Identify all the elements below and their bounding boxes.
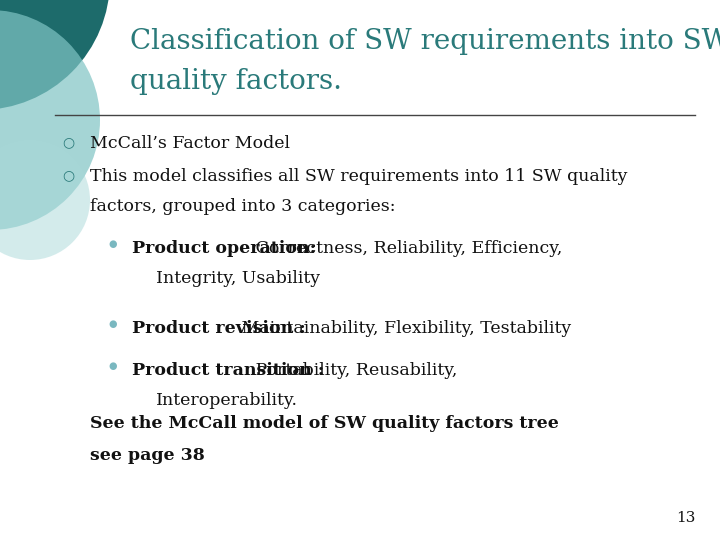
Text: Product operation:: Product operation:	[132, 240, 316, 257]
Text: see page 38: see page 38	[90, 447, 204, 464]
Text: Classification of SW requirements into SW: Classification of SW requirements into S…	[130, 28, 720, 55]
Text: factors, grouped into 3 categories:: factors, grouped into 3 categories:	[90, 198, 395, 215]
Circle shape	[0, 10, 100, 230]
Text: Portability, Reusability,: Portability, Reusability,	[250, 362, 457, 379]
Text: Integrity, Usability: Integrity, Usability	[156, 270, 320, 287]
Text: ●: ●	[108, 240, 117, 249]
Text: quality factors.: quality factors.	[130, 68, 342, 95]
Text: Interoperability.: Interoperability.	[156, 392, 298, 409]
Circle shape	[0, 0, 110, 110]
Text: ●: ●	[108, 320, 117, 329]
Text: Maintainability, Flexibility, Testability: Maintainability, Flexibility, Testabilit…	[236, 320, 571, 337]
Text: Product transition :: Product transition :	[132, 362, 324, 379]
Text: Product revision :: Product revision :	[132, 320, 306, 337]
Text: This model classifies all SW requirements into 11 SW quality: This model classifies all SW requirement…	[90, 168, 628, 185]
Text: ○: ○	[62, 168, 74, 182]
Text: McCall’s Factor Model: McCall’s Factor Model	[90, 135, 290, 152]
Text: 13: 13	[675, 511, 695, 525]
Text: ○: ○	[62, 135, 74, 149]
Text: See the McCall model of SW quality factors tree: See the McCall model of SW quality facto…	[90, 415, 559, 432]
Circle shape	[0, 140, 90, 260]
Text: ●: ●	[108, 362, 117, 371]
Text: Correctness, Reliability, Efficiency,: Correctness, Reliability, Efficiency,	[250, 240, 562, 257]
